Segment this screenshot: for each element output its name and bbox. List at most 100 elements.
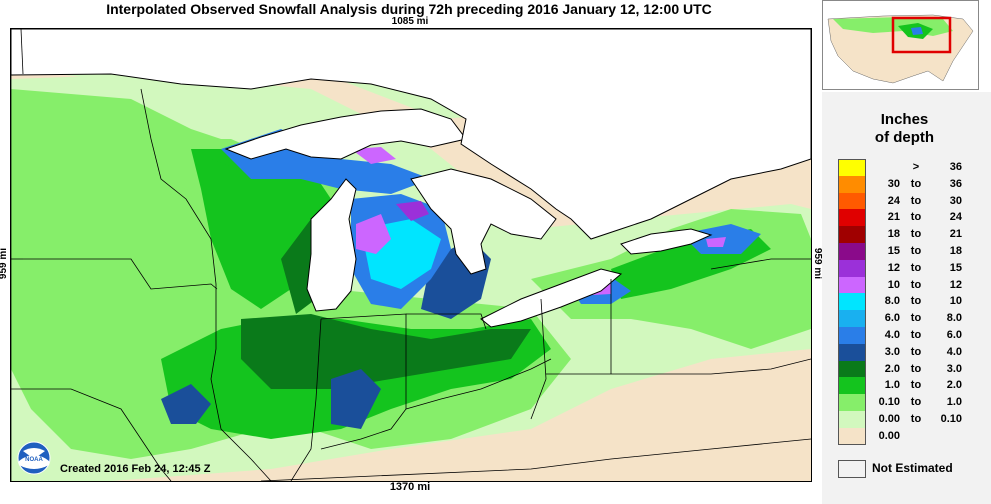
legend-to-text: to — [910, 211, 922, 224]
lake-ontario — [620, 228, 713, 255]
legend-swatch — [838, 360, 866, 378]
legend-title: Inches of depth — [822, 111, 987, 147]
legend-hi-text: 15 — [949, 261, 962, 274]
legend-row: 12 to 15 — [838, 259, 988, 277]
lake-michigan — [306, 178, 357, 312]
legend-row: 24 to 30 — [838, 192, 988, 210]
legend-lo-text: 8.0 — [884, 295, 900, 308]
legend-to-text: to — [910, 261, 922, 274]
legend-swatch — [838, 209, 866, 227]
snow-dkgreen-central — [241, 314, 531, 389]
legend-to-text: to — [910, 244, 922, 257]
legend-row: 21 to 24 — [838, 209, 988, 227]
legend-to-text: to — [910, 312, 922, 325]
legend-hi-text: 12 — [949, 278, 962, 291]
map-height-label-left: 959 mi — [0, 247, 10, 280]
legend-swatch — [838, 310, 866, 327]
legend-swatch — [838, 326, 866, 344]
legend-to-text: to — [910, 177, 922, 190]
snow-12to15-mi — [396, 201, 429, 221]
created-timestamp: Created 2016 Feb 24, 12:45 Z — [60, 463, 211, 475]
legend-row: 4.0 to 6.0 — [838, 326, 988, 344]
legend-lo-text: 18 — [887, 228, 900, 241]
legend-lo-text: 4.0 — [884, 328, 900, 341]
not-estimated-swatch — [838, 460, 866, 478]
legend-lo-text: 21 — [887, 211, 900, 224]
snow-3to4-in — [331, 369, 381, 429]
state-boundaries — [11, 29, 811, 481]
lake-superior — [224, 108, 467, 160]
canada-region — [11, 29, 811, 240]
legend-hi-text: 3.0 — [946, 362, 962, 375]
legend-row: 8.0 to 10 — [838, 293, 988, 311]
legend: >36 30 to 36 24 to 30 21 to 24 18 to 21 15 to 18 12 to 15 1… — [838, 159, 988, 445]
page-title: Interpolated Observed Snowfall Analysis … — [106, 1, 712, 17]
legend-lo-text: 0.10 — [878, 396, 900, 409]
legend-hi-text: 36 — [949, 177, 962, 190]
legend-row: 2.0 to 3.0 — [838, 360, 988, 378]
snow-10to12-ny — [706, 237, 726, 247]
map-width-label-bottom: 1370 mi — [389, 481, 431, 493]
legend-hi-text: 10 — [949, 295, 962, 308]
map-width-label-top: 1085 mi — [391, 16, 429, 27]
inset-snow-core — [911, 27, 923, 35]
legend-row: 3.0 to 4.0 — [838, 343, 988, 361]
legend-hi-text: 8.0 — [946, 312, 962, 325]
legend-swatch — [838, 410, 866, 428]
legend-hi-text: 30 — [949, 194, 962, 207]
legend-to-text: to — [910, 278, 922, 291]
legend-lo-text: 1.0 — [884, 379, 900, 392]
inset-highlight-box — [891, 16, 952, 54]
legend-swatch — [838, 192, 866, 210]
legend-lo-text: 15 — [887, 244, 900, 257]
legend-lo-text: 30 — [887, 177, 900, 190]
legend-lo-text: 0.00 — [878, 412, 900, 425]
legend-to-text: to — [910, 412, 922, 425]
legend-to-text: > — [912, 161, 920, 173]
legend-row: 0.10 to 1.0 — [838, 394, 988, 411]
legend-to-text: to — [910, 228, 922, 241]
legend-row: 0.00 to 0.10 — [838, 410, 988, 428]
snowfall-map — [10, 28, 812, 482]
legend-lo-text: 2.0 — [884, 362, 900, 375]
legend-swatch — [838, 259, 866, 277]
legend-to-text: to — [910, 345, 922, 358]
legend-hi-text: 6.0 — [946, 328, 962, 341]
legend-to-text: to — [910, 295, 922, 308]
legend-row: 10 to 12 — [838, 276, 988, 294]
snow-10to12-north — [351, 147, 396, 164]
legend-swatch — [838, 377, 866, 395]
lake-huron — [410, 168, 557, 275]
legend-row: 15 to 18 — [838, 242, 988, 260]
legend-row: 6.0 to 8.0 — [838, 310, 988, 327]
legend-row: >36 — [838, 159, 988, 176]
legend-swatch — [838, 394, 866, 411]
legend-hi-text: 2.0 — [946, 379, 962, 392]
legend-swatch — [838, 226, 866, 243]
legend-hi-text: 18 — [949, 244, 962, 257]
snow-10to12-mi — [356, 214, 391, 254]
legend-title-line1: Inches — [880, 111, 929, 128]
legend-hi-text: 21 — [949, 228, 962, 241]
legend-to-text: to — [910, 328, 922, 341]
legend-lo-text: 10 — [887, 278, 900, 291]
legend-lo-text: 0.00 — [878, 429, 900, 442]
legend-hi-text: 1.0 — [946, 396, 962, 409]
noaa-logo-icon: NOAA — [17, 441, 51, 475]
us-overview-inset — [822, 0, 979, 90]
legend-swatch — [838, 175, 866, 193]
snow-3to4-il — [161, 384, 211, 424]
legend-lo-text: 3.0 — [884, 345, 900, 358]
legend-swatch — [838, 293, 866, 311]
legend-lo-text: 24 — [887, 194, 900, 207]
legend-hi-text: 0.10 — [940, 412, 962, 425]
legend-hi-text: 36 — [949, 161, 962, 173]
legend-lo-text: 12 — [887, 261, 900, 274]
legend-to-text: to — [910, 396, 922, 409]
legend-hi-text: 24 — [949, 211, 962, 224]
legend-to-text: to — [910, 379, 922, 392]
not-estimated-label: Not Estimated — [872, 461, 953, 475]
legend-row: 18 to 21 — [838, 226, 988, 243]
legend-hi-text: 4.0 — [946, 345, 962, 358]
legend-lo-text: 6.0 — [884, 312, 900, 325]
